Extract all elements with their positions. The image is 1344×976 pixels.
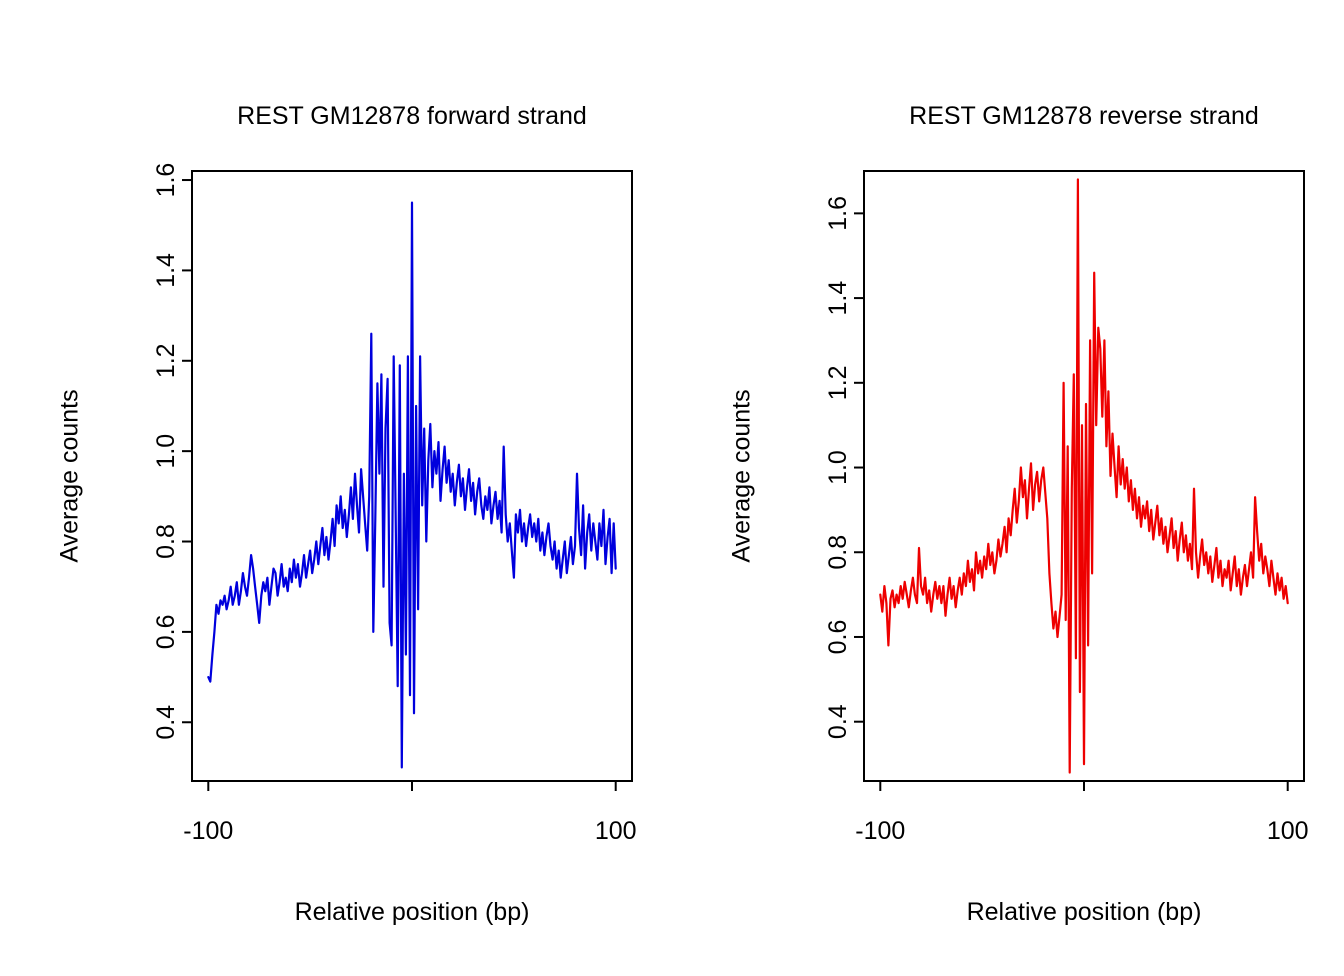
y-tick-label: 1.2 xyxy=(152,343,180,378)
x-tick-label: 100 xyxy=(1267,817,1309,845)
y-tick-label: 0.8 xyxy=(824,535,852,570)
y-tick-label: 0.4 xyxy=(824,704,852,739)
reverse-strand-chart: REST GM12878 reverse strand Average coun… xyxy=(712,16,1344,976)
plot-area-reverse: -100 100 0.4 0.6 0.8 1.0 1.2 1.4 1.6 xyxy=(824,170,1309,845)
y-tick-label: 1.6 xyxy=(824,196,852,231)
y-tick-label: 1.6 xyxy=(152,163,180,198)
x-tick-label: -100 xyxy=(183,817,233,845)
data-line xyxy=(879,178,1289,774)
y-tick-label: 0.4 xyxy=(152,705,180,740)
chart-title-reverse: REST GM12878 reverse strand xyxy=(909,102,1259,130)
plot-area-forward: -100 100 0.4 0.6 0.8 1.0 1.2 1.4 1.6 xyxy=(152,163,637,845)
y-tick-label: 1.2 xyxy=(824,365,852,400)
y-tick-label: 0.6 xyxy=(152,615,180,650)
data-line xyxy=(207,201,617,769)
y-tick-label: 0.6 xyxy=(824,620,852,655)
y-tick-label: 1.4 xyxy=(152,253,180,288)
forward-strand-chart: REST GM12878 forward strand Average coun… xyxy=(40,16,712,976)
y-tick-label: 1.0 xyxy=(152,434,180,469)
x-axis-label-reverse: Relative position (bp) xyxy=(966,898,1202,926)
chart-title-forward: REST GM12878 forward strand xyxy=(237,102,587,130)
x-tick-label: -100 xyxy=(855,817,905,845)
y-tick-label: 1.0 xyxy=(824,450,852,485)
y-tick-label: 1.4 xyxy=(824,281,852,316)
y-tick-label: 0.8 xyxy=(152,524,180,559)
x-axis-label-forward: Relative position (bp) xyxy=(294,898,530,926)
x-tick-label: 100 xyxy=(595,817,637,845)
